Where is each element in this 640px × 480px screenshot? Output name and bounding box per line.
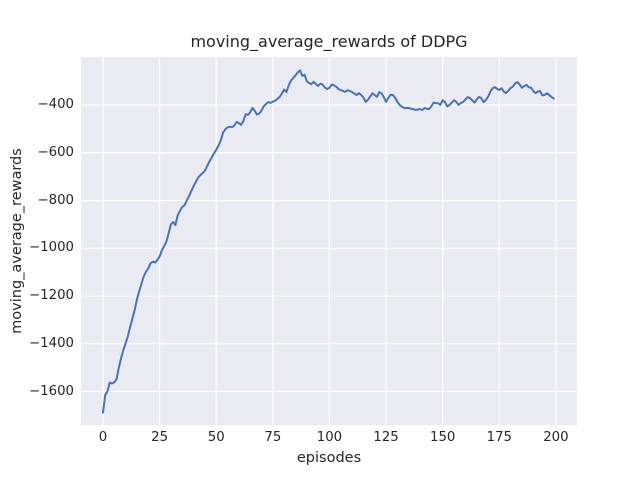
x-tick-label: 25 — [151, 430, 169, 445]
x-tick-label: 100 — [316, 430, 343, 445]
x-tick-label: 50 — [207, 430, 225, 445]
y-tick-label: −1000 — [29, 240, 74, 256]
y-tick-label: −1600 — [29, 383, 74, 399]
chart-title: moving_average_rewards of DDPG — [190, 32, 468, 51]
y-tick-label: −1400 — [29, 335, 74, 351]
x-axis-label: episodes — [296, 450, 362, 466]
x-tick-label: 0 — [98, 430, 108, 445]
x-tick-label: 75 — [264, 430, 282, 445]
x-tick-label: 125 — [373, 430, 399, 445]
y-tick-label: −600 — [37, 144, 74, 160]
reward-line — [102, 69, 555, 414]
y-tick-label: −1200 — [29, 288, 74, 304]
x-tick-label: 150 — [429, 430, 456, 445]
y-tick-label: −800 — [37, 192, 74, 208]
x-tick-label: 200 — [543, 430, 569, 445]
x-tick-label: 175 — [486, 430, 512, 445]
y-tick-label: −400 — [37, 97, 74, 112]
